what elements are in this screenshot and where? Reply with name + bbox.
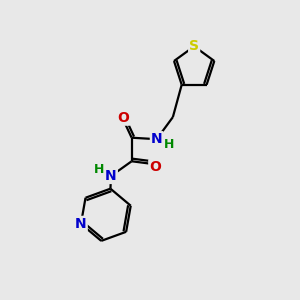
Text: N: N xyxy=(105,169,117,183)
Text: H: H xyxy=(94,163,104,176)
Text: N: N xyxy=(151,132,163,146)
Text: H: H xyxy=(164,138,174,151)
Text: O: O xyxy=(118,111,129,125)
Text: S: S xyxy=(189,39,199,53)
Text: N: N xyxy=(75,217,87,231)
Text: O: O xyxy=(149,160,161,174)
